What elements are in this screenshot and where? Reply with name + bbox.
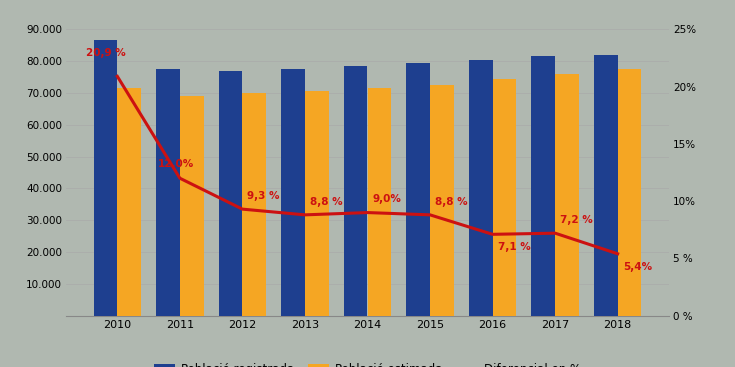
Text: 5,4%: 5,4%	[623, 262, 652, 272]
Bar	[368, 88, 391, 316]
Bar	[218, 71, 243, 316]
Bar	[617, 69, 642, 316]
Bar	[594, 55, 617, 316]
Text: 8,8 %: 8,8 %	[310, 197, 343, 207]
Text: 8,8 %: 8,8 %	[435, 197, 467, 207]
Bar	[555, 74, 579, 316]
Text: 9,3 %: 9,3 %	[248, 191, 280, 201]
Bar	[492, 79, 517, 316]
Bar	[406, 63, 430, 316]
Text: 9,0%: 9,0%	[373, 194, 401, 204]
Bar	[243, 93, 266, 316]
Bar	[469, 59, 492, 316]
Text: 7,2 %: 7,2 %	[560, 215, 593, 225]
Bar	[344, 66, 368, 316]
Text: 20,9 %: 20,9 %	[86, 48, 126, 58]
Text: 12,0%: 12,0%	[158, 159, 194, 169]
Text: 7,1 %: 7,1 %	[498, 242, 531, 252]
Bar	[93, 40, 118, 316]
Bar	[305, 91, 329, 316]
Bar	[430, 85, 453, 316]
Bar	[531, 57, 555, 316]
Bar	[156, 69, 180, 316]
Bar	[118, 88, 141, 316]
Bar	[282, 69, 305, 316]
Legend: Població registrada, Població estimada, Diferencial en %: Població registrada, Població estimada, …	[149, 359, 586, 367]
Bar	[180, 96, 204, 316]
